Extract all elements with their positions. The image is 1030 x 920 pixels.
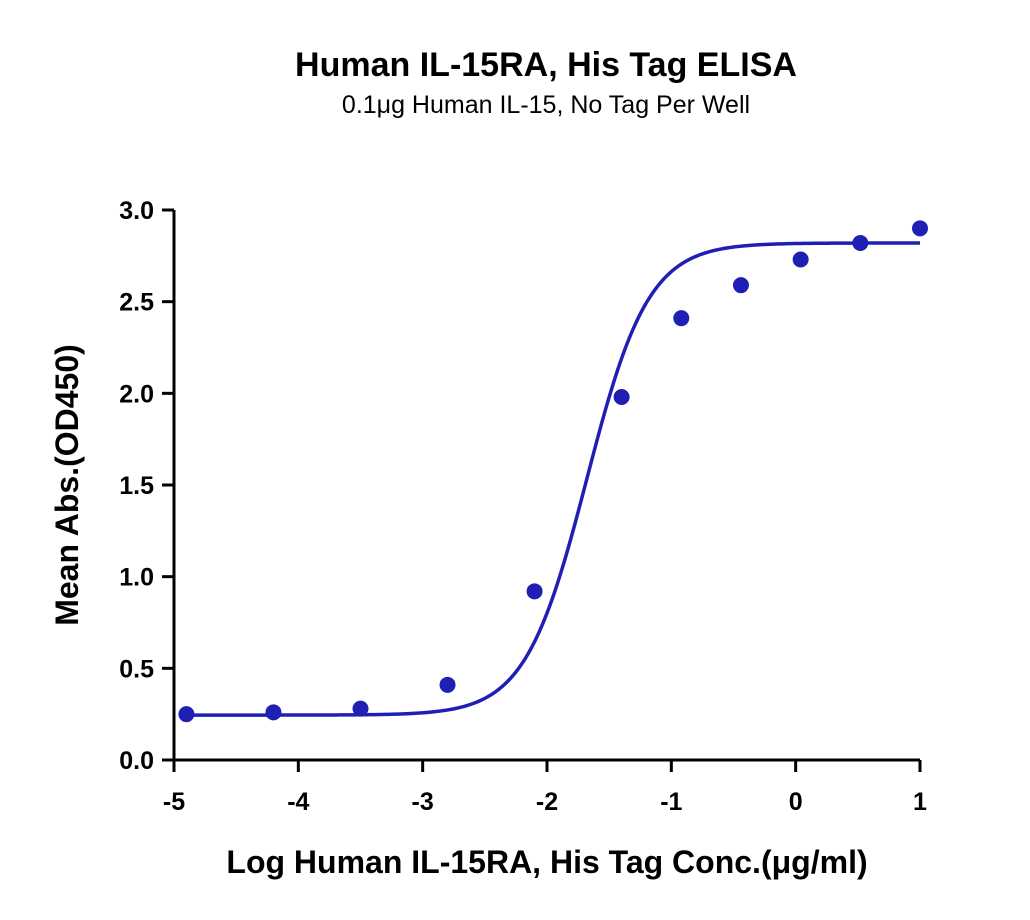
data-point [912,220,928,237]
data-point [673,310,690,327]
y-tick-label: 1.5 [119,472,154,500]
fit-curve [186,241,920,717]
y-tick-label: 2.0 [119,380,154,408]
data-point [852,235,869,251]
data-point [439,676,456,693]
data-point [265,704,282,721]
data-points [178,220,928,723]
y-tick-label: 0.0 [119,747,154,775]
x-tick-label: 0 [789,788,803,816]
y-tick-label: 0.5 [119,655,154,683]
x-axis-label: Log Human IL-15RA, His Tag Conc.(μg/ml) [226,844,867,880]
y-tick-label: 3.0 [119,197,154,225]
x-tick-label: -1 [660,788,682,816]
data-point [178,706,195,723]
y-tick-label: 2.5 [119,289,154,317]
x-axis-ticks: -5 -4 -3 -2 -1 0 1 [163,760,927,816]
chart-title: Human IL-15RA, His Tag ELISA [295,46,797,84]
x-tick-label: -2 [536,788,558,816]
y-tick-label: 1.0 [119,564,154,592]
data-point [732,277,749,294]
data-point [792,251,809,268]
x-tick-label: -3 [412,788,434,816]
data-point [613,389,630,405]
data-point [526,583,543,600]
data-point [352,700,369,717]
y-axis-ticks: 0.0 0.5 1.0 1.5 2.0 2.5 3.0 [119,197,174,775]
chart-subtitle: 0.1μg Human IL-15, No Tag Per Well [342,91,750,119]
y-axis-label: Mean Abs.(OD450) [49,344,85,626]
x-tick-label: 1 [913,788,927,816]
x-tick-label: -4 [287,788,309,816]
x-tick-label: -5 [163,788,185,816]
